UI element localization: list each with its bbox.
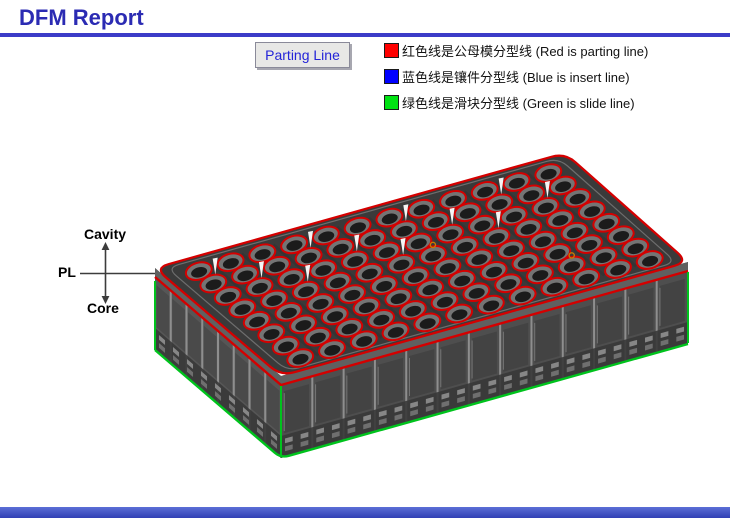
footer-accent-bar [0,507,730,518]
legend-item-label: 绿色线是滑块分型线 (Green is slide line) [402,96,635,111]
up-arrowhead-icon [101,242,110,250]
legend-item-parting: 红色线是公母模分型线 (Red is parting line) [384,42,648,59]
page-title: DFM Report [19,5,144,30]
parting-line-label: Parting Line [255,42,350,68]
title-underline [0,33,730,37]
red-swatch-icon [384,43,399,58]
blue-swatch-icon [384,69,399,84]
legend: 红色线是公母模分型线 (Red is parting line) 蓝色线是镶件分… [384,42,648,120]
cavity-label: Cavity [84,226,127,242]
legend-item-label: 红色线是公母模分型线 (Red is parting line) [402,44,649,59]
core-label: Core [87,300,119,316]
green-swatch-icon [384,95,399,110]
legend-item-label: 蓝色线是镶件分型线 (Blue is insert line) [402,70,630,85]
legend-item-insert: 蓝色线是镶件分型线 (Blue is insert line) [384,68,648,85]
legend-item-slide: 绿色线是滑块分型线 (Green is slide line) [384,94,648,111]
pl-label: PL [58,264,76,280]
